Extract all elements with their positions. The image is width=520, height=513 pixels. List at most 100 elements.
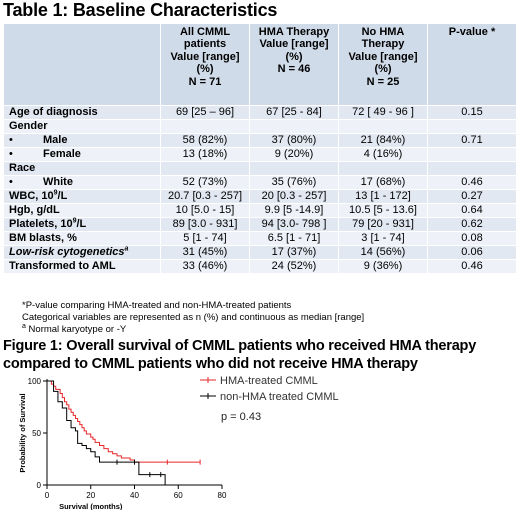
cell-all: 52 (73%): [160, 175, 250, 190]
cell-hma: 17 (37%): [249, 245, 339, 260]
x-tick-label: 60: [174, 491, 183, 500]
cell-p-value: 0.08: [427, 231, 517, 246]
cell-p-value: 0.71: [427, 133, 517, 148]
row-label: Low-risk cytogeneticsa: [3, 245, 161, 260]
cell-all: 5 [1 - 74]: [160, 231, 250, 246]
bullet: •: [9, 148, 13, 160]
row-label: Gender: [3, 119, 161, 134]
cell-no-hma: 4 (16%): [338, 147, 428, 162]
cell-p-value: [427, 161, 517, 176]
cell-hma: 67 [25 - 84]: [249, 105, 339, 120]
legend-label: HMA-treated CMML: [220, 375, 318, 387]
footnote-representation: Categorical variables are represented as…: [22, 312, 365, 323]
y-tick-label: 100: [28, 377, 42, 386]
header-p-value: P-value *: [427, 23, 517, 106]
survival-curve-hma: [47, 380, 201, 463]
cell-hma: 20 [0.3 - 257]: [249, 189, 339, 204]
cell-no-hma: 21 (84%): [338, 133, 428, 148]
table-row-bm-blasts: BM blasts, % 5 [1 - 74] 6.5 [1 - 71] 3 […: [3, 231, 517, 246]
table-row-gender: Gender: [3, 119, 517, 134]
cell-hma: 37 (80%): [249, 133, 339, 148]
y-tick-label: 0: [37, 481, 42, 490]
row-label: • White: [3, 175, 161, 190]
table-row-race: Race: [3, 161, 517, 176]
row-label: WBC, 109/L: [3, 189, 161, 204]
cell-all: 58 (82%): [160, 133, 250, 148]
survival-curve-non-hma: [47, 380, 166, 485]
header-no-hma-therapy: No HMA Therapy Value [range] (%) N = 25: [338, 23, 428, 106]
figure-title: Figure 1: Overall survival of CMML patie…: [3, 338, 477, 372]
footnote-p-value: *P-value comparing HMA-treated and non-H…: [22, 300, 292, 311]
legend-label: non-HMA treated CMML: [220, 391, 339, 403]
cell-all: 10 [5.0 - 15]: [160, 203, 250, 218]
survival-chart: 0 50 100 0 20 40 60 80 Survival (months) Probabil…: [18, 375, 339, 510]
cell-hma: [249, 161, 339, 176]
cell-hma: [249, 119, 339, 134]
table-row-hgb: Hgb, g/dL 10 [5.0 - 15] 9.9 [5 -14.9] 10…: [3, 203, 517, 218]
bullet: •: [9, 134, 13, 146]
footnote-karyotype: a Normal karyotype or -Y: [22, 322, 127, 335]
cell-p-value: [427, 119, 517, 134]
cell-p-value: 0.06: [427, 245, 517, 260]
row-label: • Male: [3, 133, 161, 148]
table-row-platelets: Platelets, 109/L 89 [3.0 - 931] 94 [3.0-…: [3, 217, 517, 232]
row-label: Hgb, g/dL: [3, 203, 161, 218]
table-row-white: • White 52 (73%) 35 (76%) 17 (68%) 0.46: [3, 175, 517, 190]
cell-no-hma: 72 [ 49 - 96 ]: [338, 105, 428, 120]
x-axis-label: Survival (months): [59, 502, 123, 510]
cell-all: 31 (45%): [160, 245, 250, 260]
cell-p-value: 0.62: [427, 217, 517, 232]
cell-all: 13 (18%): [160, 147, 250, 162]
cell-no-hma: 79 [20 - 931]: [338, 217, 428, 232]
cell-hma: 24 (52%): [249, 259, 339, 274]
table-row-cytogenetics: Low-risk cytogeneticsa 31 (45%) 17 (37%)…: [3, 245, 517, 260]
cell-no-hma: 14 (56%): [338, 245, 428, 260]
cell-p-value: 0.46: [427, 259, 517, 274]
header-cell-label: [3, 23, 161, 106]
cell-all: 69 [25 – 96]: [160, 105, 250, 120]
cell-p-value: 0.46: [427, 175, 517, 190]
cell-p-value: 0.27: [427, 189, 517, 204]
table-footnotes: *P-value comparing HMA-treated and non-H…: [22, 300, 364, 336]
cell-all: [160, 161, 250, 176]
cell-hma: 9 (20%): [249, 147, 339, 162]
cell-no-hma: [338, 119, 428, 134]
cell-hma: 6.5 [1 - 71]: [249, 231, 339, 246]
y-tick-label: 50: [32, 429, 41, 438]
row-label: Race: [3, 161, 161, 176]
row-label: BM blasts, %: [3, 231, 161, 246]
cell-all: 33 (46%): [160, 259, 250, 274]
row-label: Transformed to AML: [3, 259, 161, 274]
table-header-row: All CMML patients Value [range] (%) N = …: [3, 23, 517, 106]
row-label: Age of diagnosis: [3, 105, 161, 120]
cell-no-hma: 17 (68%): [338, 175, 428, 190]
cell-p-value: [427, 147, 517, 162]
x-tick-label: 0: [45, 491, 50, 500]
x-tick-label: 40: [130, 491, 139, 500]
header-hma-therapy: HMA Therapy Value [range] (%) N = 46: [249, 23, 339, 106]
table-row-male: • Male 58 (82%) 37 (80%) 21 (84%) 0.71: [3, 133, 517, 148]
table-title: Table 1: Baseline Characteristics: [3, 0, 278, 20]
cell-all: 89 [3.0 - 931]: [160, 217, 250, 232]
row-label: Platelets, 109/L: [3, 217, 161, 232]
baseline-characteristics-table: All CMML patients Value [range] (%) N = …: [3, 23, 517, 274]
cell-p-value: 0.15: [427, 105, 517, 120]
cell-p-value: 0.64: [427, 203, 517, 218]
cell-all: 20.7 [0.3 - 257]: [160, 189, 250, 204]
x-tick-label: 80: [218, 491, 227, 500]
cell-hma: 94 [3.0- 798 ]: [249, 217, 339, 232]
row-label: • Female: [3, 147, 161, 162]
table-row-female: • Female 13 (18%) 9 (20%) 4 (16%): [3, 147, 517, 162]
header-all-cmml: All CMML patients Value [range] (%) N = …: [160, 23, 250, 106]
cell-no-hma: 10.5 [5 - 13.6]: [338, 203, 428, 218]
cell-no-hma: 3 [1 - 74]: [338, 231, 428, 246]
cell-hma: 35 (76%): [249, 175, 339, 190]
bullet: •: [9, 176, 13, 188]
cell-hma: 9.9 [5 -14.9]: [249, 203, 339, 218]
cell-no-hma: [338, 161, 428, 176]
table-row-age: Age of diagnosis 69 [25 – 96] 67 [25 - 8…: [3, 105, 517, 120]
table-row-wbc: WBC, 109/L 20.7 [0.3 - 257] 20 [0.3 - 25…: [3, 189, 517, 204]
y-axis-label: Probability of Survival: [18, 393, 27, 472]
p-value-annotation: p = 0.43: [221, 411, 261, 423]
cell-all: [160, 119, 250, 134]
